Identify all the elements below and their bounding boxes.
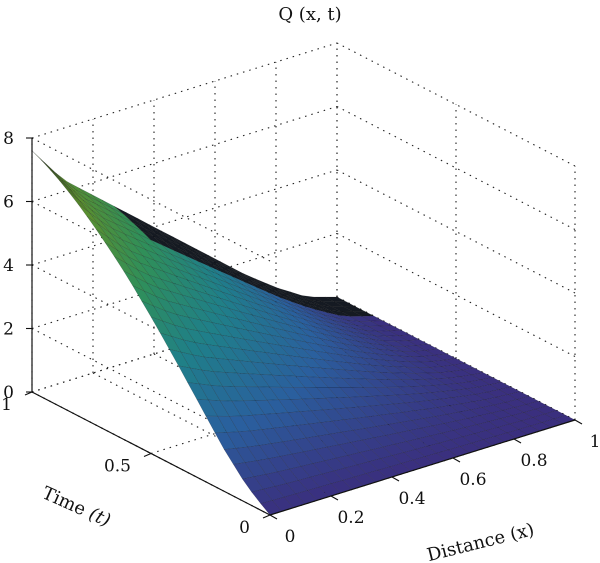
grid-line <box>31 42 338 139</box>
surface-patch <box>489 381 512 390</box>
x-axis-label: Distance (x) <box>425 519 536 563</box>
x-tick-label: 0.8 <box>520 451 547 471</box>
x-axis-line <box>269 419 576 516</box>
grid-line <box>336 106 576 230</box>
surface-patch <box>535 405 558 415</box>
x-tick-mark <box>391 476 400 482</box>
y-axis-label: Time (t) <box>39 483 114 532</box>
y-tick-mark <box>262 514 271 519</box>
z-tick-label: 8 <box>3 129 14 149</box>
x-tick-label: 1 <box>590 432 600 452</box>
surface-patch <box>50 169 72 191</box>
surface-patch <box>343 306 365 312</box>
surface-patch <box>325 296 347 303</box>
grid-line <box>31 232 338 330</box>
surface-patch <box>416 344 439 351</box>
surface-patch <box>434 353 457 361</box>
chart-title: Q (x, t) <box>278 4 341 25</box>
y-tick-label: 0 <box>239 518 250 538</box>
surface-patch <box>471 372 494 380</box>
y-axis-label-main: Time <box>39 483 94 523</box>
x-tick-label: 0.6 <box>459 470 486 490</box>
x-tick-mark <box>330 495 339 501</box>
surface-patch <box>516 396 539 405</box>
grid-line <box>31 169 338 266</box>
surface-patch <box>461 367 485 376</box>
z-tick-label: 0 <box>3 383 14 403</box>
x-tick-label: 0.2 <box>337 508 364 528</box>
x-tick-mark <box>269 514 278 520</box>
x-tick-label: 0 <box>285 527 296 547</box>
surface <box>31 150 576 516</box>
grid-line <box>31 296 338 393</box>
x-tick-mark <box>574 419 583 425</box>
z-tick-label: 6 <box>3 193 14 213</box>
z-tick-label: 2 <box>3 320 14 340</box>
surface-patch <box>507 391 530 400</box>
surface-patch <box>544 410 567 420</box>
grid-line <box>150 357 457 455</box>
x-tick-mark <box>513 438 522 444</box>
y-tick-mark <box>143 452 152 458</box>
y-tick-label: 1 <box>1 395 12 415</box>
x-tick-label: 0.4 <box>398 489 425 509</box>
surface-patch <box>480 377 503 385</box>
z-tick-label: 4 <box>3 256 14 276</box>
y-tick-label: 0.5 <box>104 457 131 477</box>
surface-patch <box>526 400 549 410</box>
x-tick-mark <box>452 457 461 463</box>
grid-line <box>31 105 338 203</box>
surface-patch <box>334 301 356 307</box>
